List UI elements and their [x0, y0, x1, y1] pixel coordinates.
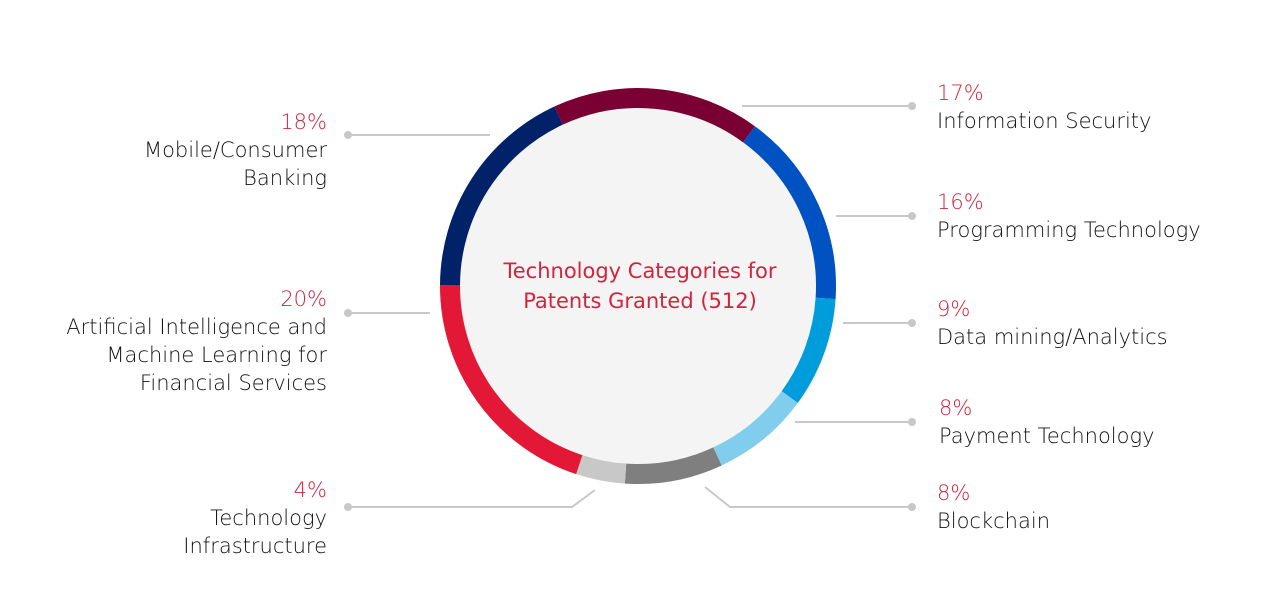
leader-dot	[344, 309, 352, 317]
donut-segment	[579, 465, 625, 474]
percent-label: 20%	[52, 285, 327, 313]
percent-label: 8%	[937, 479, 1237, 507]
category-label: Data mining/Analytics	[937, 323, 1257, 351]
slice-label: 17%Information Security	[937, 79, 1237, 135]
category-label: Artificial Intelligence and Machine Lear…	[52, 313, 327, 397]
leader-dot	[908, 212, 916, 220]
leader-line	[348, 490, 595, 507]
slice-label: 9%Data mining/Analytics	[937, 295, 1257, 351]
slice-label: 18%Mobile/Consumer Banking	[127, 108, 327, 192]
slice-label: 16%Programming Technology	[937, 188, 1257, 244]
leader-dot	[908, 102, 916, 110]
leader-dot	[908, 503, 916, 511]
percent-label: 16%	[937, 188, 1257, 216]
percent-label: 18%	[127, 108, 327, 136]
slice-label: 8%Payment Technology	[939, 394, 1259, 450]
category-label: Programming Technology	[937, 216, 1257, 244]
slice-label: 8%Blockchain	[937, 479, 1237, 535]
leader-line	[705, 487, 912, 507]
chart: Technology Categories for Patents Grante…	[0, 0, 1280, 602]
leader-dot	[344, 131, 352, 139]
chart-title: Technology Categories for Patents Grante…	[480, 256, 800, 316]
category-label: Technology Infrastructure	[167, 504, 327, 560]
percent-label: 17%	[937, 79, 1237, 107]
percent-label: 4%	[167, 476, 327, 504]
category-label: Information Security	[937, 107, 1237, 135]
category-label: Mobile/Consumer Banking	[127, 136, 327, 192]
leader-dot	[908, 418, 916, 426]
category-label: Blockchain	[937, 507, 1237, 535]
category-label: Payment Technology	[939, 422, 1259, 450]
slice-label: 4%Technology Infrastructure	[167, 476, 327, 560]
leader-dot	[908, 319, 916, 327]
slice-label: 20%Artificial Intelligence and Machine L…	[52, 285, 327, 397]
percent-label: 8%	[939, 394, 1259, 422]
percent-label: 9%	[937, 295, 1257, 323]
leader-dot	[344, 503, 352, 511]
